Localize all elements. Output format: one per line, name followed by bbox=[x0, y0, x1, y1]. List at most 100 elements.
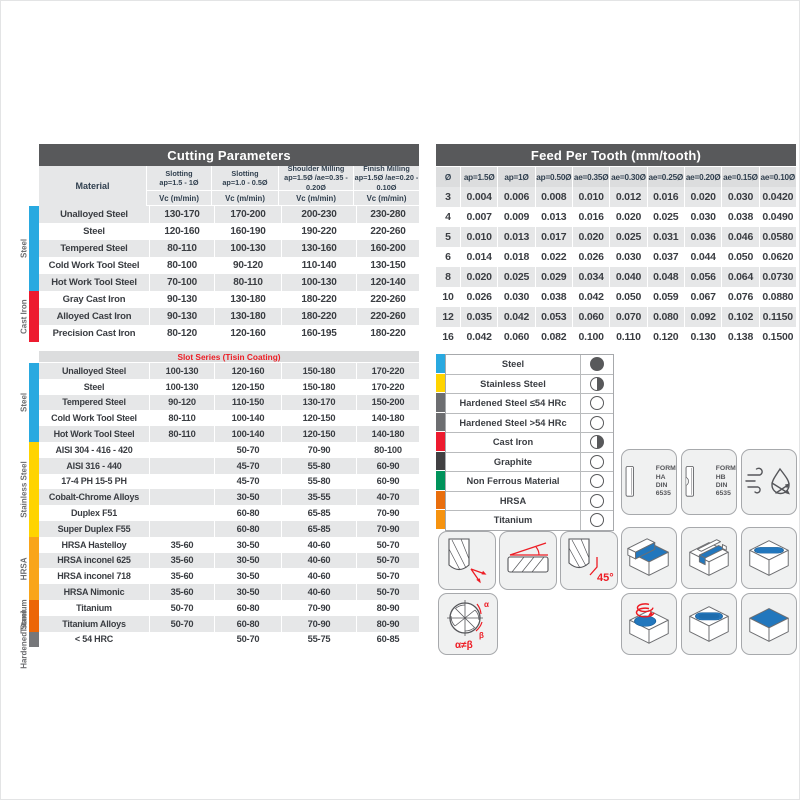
value-cell: 120-150 bbox=[282, 426, 356, 442]
table-row: AISI 304 - 416 - 420 50-70 70-90 80-100 bbox=[39, 441, 419, 458]
material-cell: HRSA inconel 718 bbox=[39, 568, 149, 585]
column-header: Slotting ap=1.5 - 1Ø Vc (m/min) bbox=[147, 166, 211, 206]
table-row: Cold Work Tool Steel 80-110 100-140 120-150… bbox=[39, 410, 419, 427]
legend-row: Cast Iron bbox=[446, 433, 613, 453]
feed-column-header: ae=0.10Ø bbox=[759, 167, 796, 187]
feed-value-cell: 0.042 bbox=[498, 307, 535, 327]
feed-value-cell: 0.010 bbox=[461, 227, 498, 247]
feed-value-cell: 0.064 bbox=[722, 267, 759, 287]
feed-value-cell: 0.020 bbox=[610, 207, 647, 227]
material-cell: Unalloyed Steel bbox=[39, 206, 149, 223]
feed-column-header: ap=1Ø bbox=[498, 167, 535, 187]
pocket-milling-drawing bbox=[689, 606, 729, 642]
slot-milling-drawing bbox=[689, 539, 729, 576]
material-cell: Cold Work Tool Steel bbox=[39, 257, 149, 274]
material-legend: Steel Stainless Steel Hardened Steel ≤54 H… bbox=[436, 354, 614, 531]
corner-chamfer-45-icon: 45° bbox=[560, 531, 618, 590]
helical-ramping-icon bbox=[621, 593, 677, 655]
table-row: Steel 100-130 120-150 150-180 170-220 bbox=[39, 378, 419, 395]
table-row: 17-4 PH 15-5 PH 45-70 55-80 60-90 bbox=[39, 473, 419, 490]
table-row: Titanium Alloys 50-70 60-80 70-90 80-90 bbox=[39, 615, 419, 632]
diameter-cell: 3 bbox=[436, 187, 460, 207]
table-row: HRSA inconel 718 35-60 30-50 40-60 50-70 bbox=[39, 568, 419, 585]
feed-value-cell: 0.120 bbox=[647, 327, 684, 347]
feed-value-cell: 0.025 bbox=[610, 227, 647, 247]
material-group-titanium: Titanium bbox=[19, 599, 39, 632]
value-cell: 160-195 bbox=[282, 325, 356, 342]
feed-value-cell: 0.036 bbox=[684, 227, 722, 247]
feed-column-header: ap=0.50Ø bbox=[535, 167, 572, 187]
value-cell: 100-130 bbox=[150, 378, 214, 395]
helical-ramping-drawing bbox=[629, 603, 669, 644]
value-cell: 60-90 bbox=[357, 457, 419, 474]
shank-ha-drawing bbox=[625, 466, 634, 497]
column-range: ap=1.0 - 0.5Ø bbox=[222, 178, 268, 187]
feed-value-cell: 0.040 bbox=[610, 267, 647, 287]
material-cell: Unalloyed Steel bbox=[39, 363, 149, 379]
table-row: Unalloyed Steel 100-130 120-160 150-180 170-… bbox=[39, 363, 419, 379]
corner-radius-icon bbox=[438, 531, 496, 590]
feed-value-cell: 0.046 bbox=[722, 227, 759, 247]
value-cell: 180-220 bbox=[357, 325, 419, 342]
feed-column-header: ae=0.25Ø bbox=[647, 167, 684, 187]
material-cell: Steel bbox=[39, 378, 149, 395]
value-cell: 80-90 bbox=[357, 615, 419, 632]
legend-label: Hardened Steel >54 HRc bbox=[459, 417, 567, 428]
legend-marker-cell bbox=[580, 511, 613, 530]
cutting-parameters-title: Cutting Parameters bbox=[39, 144, 419, 166]
material-cell: < 54 HRC bbox=[39, 631, 149, 648]
material-cell: HRSA Hastelloy bbox=[39, 536, 149, 553]
feed-value-cell: 0.138 bbox=[722, 327, 759, 347]
legend-row: Non Ferrous Material bbox=[446, 472, 613, 492]
value-cell: 30-50 bbox=[215, 536, 281, 553]
feed-table-row: 12 0.035 0.042 0.053 0.060 0.070 0.080 0.092 0.1… bbox=[436, 307, 796, 327]
form-hb-icon: FORM HB DIN 6535 bbox=[681, 449, 737, 515]
feed-column-header: ae=0.35Ø bbox=[572, 167, 610, 187]
value-cell: 90-130 bbox=[150, 308, 214, 325]
feed-value-cell: 0.130 bbox=[684, 327, 722, 347]
value-cell: 90-120 bbox=[215, 257, 281, 274]
legend-marker-empty bbox=[590, 396, 604, 411]
material-group-bars-slot: Steel Stainless Steel HRSA Titanium Hardened… bbox=[19, 351, 39, 669]
value-cell: 120-140 bbox=[357, 274, 419, 291]
slot-series-table: Steel Stainless Steel HRSA Titanium Hardened… bbox=[19, 351, 419, 669]
feed-value-cell: 0.038 bbox=[535, 287, 572, 307]
shoulder-milling-drawing bbox=[627, 538, 669, 576]
value-cell: 200-230 bbox=[282, 206, 356, 223]
feed-table-row: 8 0.020 0.025 0.029 0.034 0.040 0.048 0.056 0.06… bbox=[436, 267, 796, 287]
material-cell: HRSA inconel 625 bbox=[39, 552, 149, 569]
feed-value-cell: 0.092 bbox=[684, 307, 722, 327]
value-cell: 40-60 bbox=[282, 552, 356, 569]
value-cell: 35-60 bbox=[150, 584, 214, 600]
feed-value-cell: 0.034 bbox=[572, 267, 610, 287]
feed-value-cell: 0.026 bbox=[572, 247, 610, 267]
value-cell: 70-90 bbox=[282, 599, 356, 616]
material-cell: Super Duplex F55 bbox=[39, 520, 149, 537]
table-row: Cold Work Tool Steel 80-100 90-120 110-140 1… bbox=[39, 257, 419, 274]
legend-marker-cell bbox=[580, 472, 613, 491]
column-header-title: Shoulder Milling ap=1.5Ø /ae=0.35 - 0.20Ø bbox=[279, 164, 353, 192]
material-cell: Cobalt-Chrome Alloys bbox=[39, 489, 149, 506]
feed-value-cell: 0.022 bbox=[535, 247, 572, 267]
feed-value-cell: 0.0730 bbox=[759, 267, 796, 287]
value-cell: 150-200 bbox=[357, 394, 419, 411]
value-cell: 55-80 bbox=[282, 457, 356, 474]
column-header-title: Slotting ap=1.0 - 0.5Ø bbox=[212, 166, 278, 190]
column-header-title: Finish Milling ap=1.5Ø /ae=0.20 - 0.10Ø bbox=[354, 164, 419, 192]
tool-feature-icons: 45° bbox=[438, 531, 618, 590]
value-cell: 55-75 bbox=[282, 631, 356, 648]
table-row: Tempered Steel 90-120 110-150 130-170 150-20… bbox=[39, 394, 419, 411]
legend-marker-empty bbox=[590, 454, 604, 469]
legend-color-chip bbox=[436, 510, 445, 529]
feed-value-cell: 0.008 bbox=[535, 187, 572, 207]
feed-value-cell: 0.044 bbox=[684, 247, 722, 267]
value-cell: 60-80 bbox=[215, 520, 281, 537]
group-color-bar bbox=[29, 363, 39, 442]
value-cell bbox=[150, 489, 214, 506]
column-title: Slotting bbox=[231, 168, 259, 178]
legend-label: Non Ferrous Material bbox=[466, 476, 560, 487]
value-cell: 30-50 bbox=[215, 584, 281, 600]
legend-marker-empty bbox=[590, 513, 604, 528]
group-color-bar bbox=[29, 599, 39, 632]
